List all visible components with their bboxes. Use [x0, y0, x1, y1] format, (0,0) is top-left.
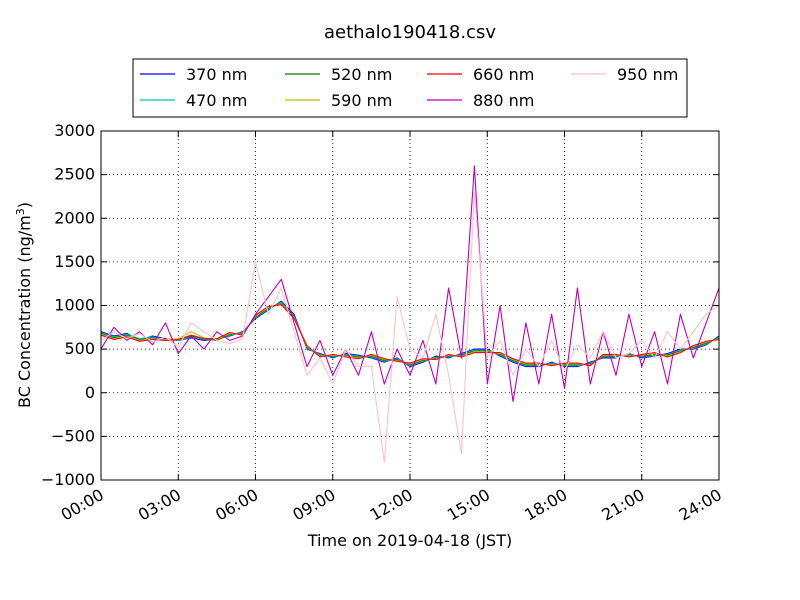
x-tick-label: 15:00: [444, 485, 493, 525]
x-tick-label: 03:00: [135, 485, 184, 525]
y-tick-label: 3000: [54, 121, 95, 140]
ticks: [100, 130, 720, 481]
y-tick-label: 0: [85, 383, 95, 402]
legend-label: 520 nm: [331, 65, 392, 84]
x-tick-label: 24:00: [676, 485, 725, 525]
y-tick-label: 1000: [54, 296, 95, 315]
legend-label: 950 nm: [617, 65, 678, 84]
series-lines: [100, 165, 720, 464]
x-tick-label: 06:00: [212, 485, 261, 525]
legend-label: 880 nm: [473, 91, 534, 110]
x-tick-label: 00:00: [58, 485, 107, 525]
y-tick-labels: −1000 −500 0 500 1000 1500 2000 2500 3000: [41, 121, 95, 489]
legend: 370 nm 470 nm 520 nm 590 nm 660 nm 880 nm 950 …: [132, 58, 688, 118]
y-axis-label: BC Concentration (ng/m3): [14, 202, 34, 408]
series-line-590-nm: [100, 303, 720, 366]
series-line-660-nm: [100, 304, 720, 367]
y-tick-label: 2000: [54, 208, 95, 227]
x-tick-label: 21:00: [598, 485, 647, 525]
y-tick-label: 2500: [54, 165, 95, 184]
series-line-880-nm: [100, 165, 720, 403]
legend-box: [132, 58, 688, 118]
y-tick-label: −500: [51, 426, 95, 445]
x-axis-label: Time on 2019-04-18 (JST): [307, 531, 512, 550]
x-tick-label: 18:00: [521, 485, 570, 525]
legend-label: 370 nm: [186, 65, 247, 84]
legend-label: 660 nm: [473, 65, 534, 84]
y-tick-label: 500: [64, 339, 95, 358]
x-tick-label: 12:00: [367, 485, 416, 525]
x-tick-labels: 00:00 03:00 06:00 09:00 12:00 15:00 18:00 21:00…: [58, 485, 725, 525]
legend-label: 470 nm: [186, 91, 247, 110]
y-axis-label-close: ): [15, 202, 34, 208]
y-axis-label-main: BC Concentration (ng/m: [15, 215, 34, 408]
legend-label: 590 nm: [331, 91, 392, 110]
x-tick-label: 09:00: [289, 485, 338, 525]
y-axis-label-superscript: 3: [14, 208, 27, 215]
y-tick-label: 1500: [54, 252, 95, 271]
chart-title: aethalo190418.csv: [324, 22, 496, 43]
y-tick-label: −1000: [41, 470, 95, 489]
grid: [101, 131, 719, 480]
series-line-950-nm: [100, 191, 720, 464]
